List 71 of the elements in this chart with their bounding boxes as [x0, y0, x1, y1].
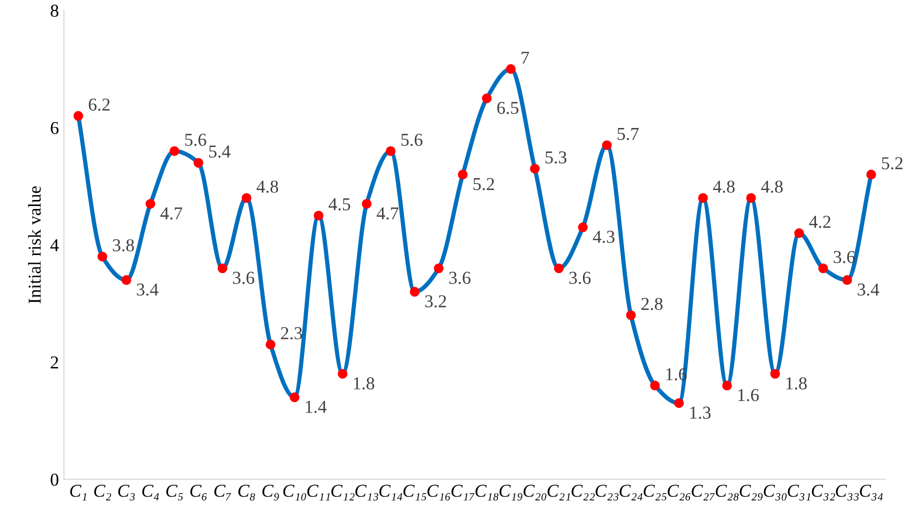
data-label: 1.8 — [354, 377, 374, 390]
x-tick-label: C₅ — [166, 484, 183, 500]
x-tick-label: C₁₀ — [283, 484, 306, 501]
y-axis-title: Initial risk value — [28, 186, 41, 304]
x-tick-label: C₃₀ — [764, 484, 787, 501]
data-label: 1.4 — [306, 400, 327, 413]
data-label: 4.8 — [256, 180, 278, 193]
x-tick-label: C₁₆ — [427, 484, 450, 500]
x-tick-label: C₁₃ — [355, 484, 378, 500]
data-label: 4.7 — [160, 207, 182, 220]
x-tick-label: C₃₃ — [836, 484, 859, 500]
x-tick-label: C₁₅ — [403, 484, 426, 500]
data-label: 1.3 — [690, 406, 711, 419]
data-label: 3.6 — [233, 272, 254, 284]
x-tick-label: C₂₄ — [620, 484, 643, 500]
x-tick-label: C₂₈ — [716, 484, 739, 501]
y-tick-label: 4 — [50, 239, 59, 252]
data-label: 3.6 — [449, 272, 470, 284]
data-label: 5.7 — [618, 128, 639, 140]
x-tick-label: C₁ — [70, 484, 86, 500]
x-tick-label: C₁₄ — [379, 484, 402, 500]
x-tick-label: C₂₁ — [548, 484, 570, 500]
data-label: 1.6 — [738, 389, 759, 402]
x-tick-label: C₂₅ — [644, 484, 667, 500]
data-label: 4.2 — [809, 216, 830, 228]
data-label: 1.8 — [786, 377, 807, 390]
y-tick-label: 6 — [50, 122, 59, 134]
x-tick-label: C₂₂ — [572, 484, 595, 500]
y-tick-label: 8 — [50, 4, 58, 17]
x-tick-label: C₉ — [262, 484, 279, 500]
x-tick-label: C₃₁ — [788, 484, 810, 500]
x-tick-label: C₁₇ — [451, 484, 474, 500]
data-label: 4.7 — [376, 207, 398, 220]
x-tick-label: C₆ — [190, 484, 207, 500]
data-label: 2.8 — [641, 298, 663, 310]
x-tick-label: C₂₉ — [740, 484, 763, 500]
data-label: 5.2 — [882, 157, 902, 170]
data-label: 6.5 — [497, 102, 518, 114]
data-label: 4.3 — [592, 230, 614, 243]
data-label: 3.6 — [569, 272, 591, 284]
x-tick-label: C₃₂ — [812, 484, 836, 500]
x-tick-label: C₈ — [238, 484, 255, 501]
x-tick-label: C₁₈ — [475, 484, 498, 501]
x-tick-label: C₃ — [118, 484, 135, 500]
x-tick-label: C₇ — [214, 484, 232, 500]
x-tick-label: C₂₃ — [596, 484, 618, 500]
x-tick-label: C₂₀ — [524, 484, 546, 501]
data-label: 5.6 — [185, 134, 206, 146]
x-tick-label: C₂ — [94, 484, 112, 500]
x-tick-label: C₁₉ — [500, 484, 522, 500]
y-tick-label: 0 — [50, 474, 58, 486]
data-label: 3.8 — [112, 239, 134, 252]
data-label: 4.8 — [713, 180, 735, 193]
data-label: 5.2 — [474, 178, 494, 190]
data-label: 3.2 — [425, 295, 446, 308]
data-label: 7 — [522, 52, 530, 64]
x-tick-label: C₂₇ — [692, 484, 715, 500]
data-label: 4.5 — [328, 198, 350, 210]
data-label: 6.2 — [88, 98, 110, 111]
x-tick-label: C₂₆ — [668, 484, 690, 500]
data-label: 4.8 — [761, 180, 783, 193]
x-tick-label: C₄ — [142, 484, 159, 500]
data-label: 3.4 — [858, 284, 880, 296]
x-tick-label: C₁₁ — [307, 484, 330, 500]
x-tick-label: C₃₄ — [860, 484, 883, 500]
data-label: 5.6 — [401, 134, 422, 146]
data-label: 5.4 — [209, 146, 230, 158]
y-tick-label: 2 — [50, 356, 58, 368]
data-label: 3.4 — [136, 284, 158, 296]
data-label: 5.3 — [546, 151, 566, 164]
x-tick-label: C₁₂ — [331, 484, 354, 500]
